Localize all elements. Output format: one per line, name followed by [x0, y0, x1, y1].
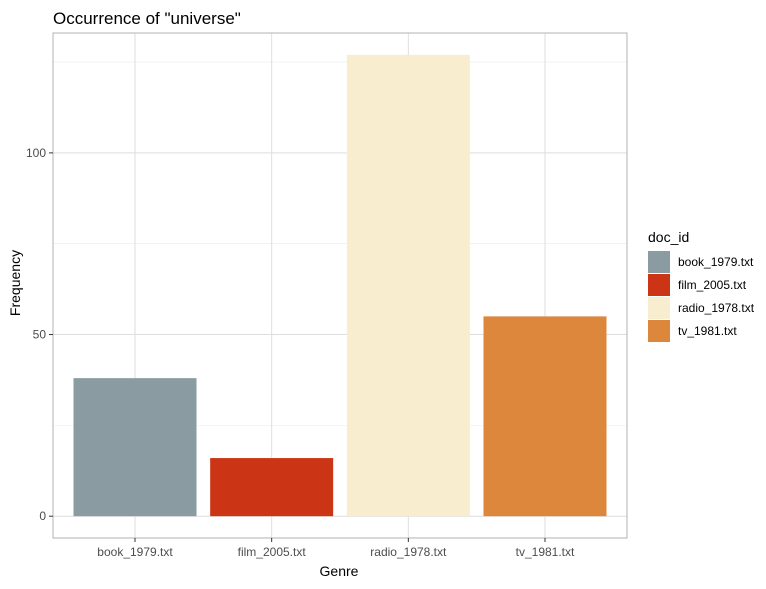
bar-tv-1981-txt	[483, 316, 607, 517]
x-tick-label: tv_1981.txt	[516, 545, 575, 559]
legend-key	[648, 251, 670, 273]
plot-area: 0 50 100 book_1979.txt film_2005.txt radio_19…	[26, 32, 628, 559]
legend-key	[648, 274, 670, 296]
legend-entry-label: radio_1978.txt	[678, 301, 755, 315]
legend-entry-label: book_1979.txt	[678, 255, 754, 269]
y-tick-label: 100	[26, 146, 46, 160]
bar-radio-1978-txt	[346, 54, 470, 517]
x-tick-label: radio_1978.txt	[370, 545, 447, 559]
y-tick-label: 0	[39, 509, 46, 523]
y-axis-label: Frequency	[7, 250, 23, 316]
legend-key	[648, 297, 670, 319]
bar-book-1979-txt	[73, 378, 197, 517]
legend-key	[648, 320, 670, 342]
x-tick-label: book_1979.txt	[97, 545, 173, 559]
x-axis-label: Genre	[320, 563, 359, 579]
chart-title: Occurrence of "universe"	[53, 9, 241, 28]
legend-entry-label: film_2005.txt	[678, 278, 747, 292]
y-tick-label: 50	[33, 328, 47, 342]
legend-entry-label: tv_1981.txt	[678, 324, 737, 338]
legend: doc_id book_1979.txt film_2005.txt radio_1…	[648, 229, 755, 342]
bar-film-2005-txt	[210, 458, 334, 517]
plot-border	[52, 32, 628, 539]
x-tick-label: film_2005.txt	[238, 545, 307, 559]
legend-title: doc_id	[648, 229, 689, 245]
